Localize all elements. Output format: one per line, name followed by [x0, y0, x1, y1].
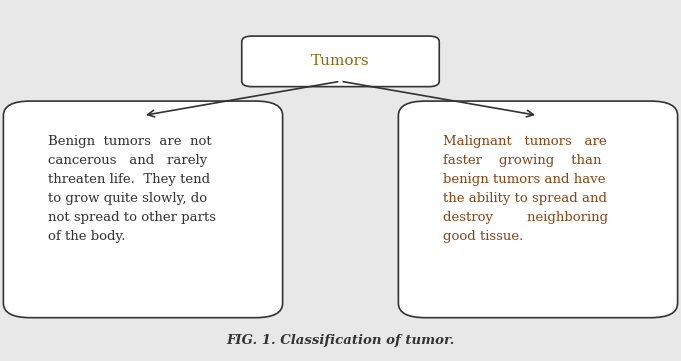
- Text: FIG. 1. Classification of tumor.: FIG. 1. Classification of tumor.: [226, 334, 455, 347]
- Text: Benign  tumors  are  not
cancerous   and   rarely
threaten life.  They tend
to g: Benign tumors are not cancerous and rare…: [48, 135, 216, 243]
- FancyBboxPatch shape: [242, 36, 439, 87]
- FancyBboxPatch shape: [3, 101, 283, 318]
- Text: Malignant   tumors   are
faster    growing    than
benign tumors and have
the ab: Malignant tumors are faster growing than…: [443, 135, 607, 243]
- Text: Tumors: Tumors: [311, 55, 370, 68]
- FancyBboxPatch shape: [398, 101, 678, 318]
